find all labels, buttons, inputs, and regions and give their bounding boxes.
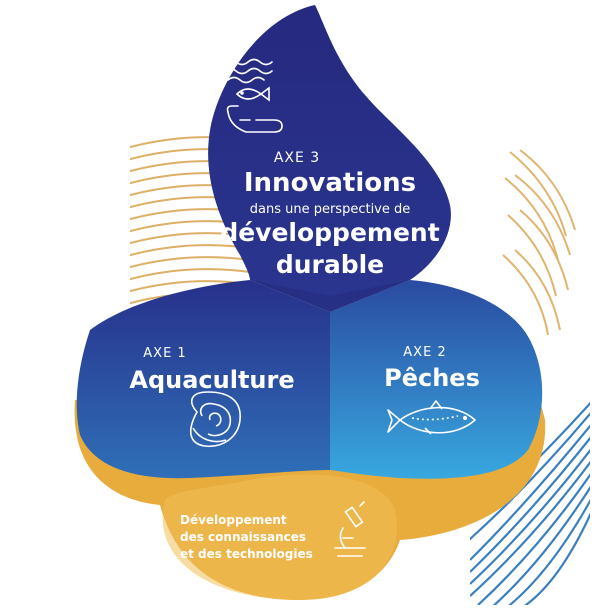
- base-text-line-1: Développement: [180, 513, 287, 527]
- axe1-segment: [76, 280, 330, 479]
- axe3-subtitle: dans une perspective de: [249, 202, 411, 217]
- axe3-shadow-facet: [250, 280, 410, 312]
- base-text-line-3: et des technologies: [180, 547, 313, 561]
- axe3-segment: [208, 5, 451, 312]
- axe1-label: AXE 1: [143, 346, 187, 361]
- axe2-title: Pêches: [384, 364, 480, 392]
- axe3-title-line2: développement: [220, 218, 440, 247]
- gold-stripes-right: [502, 149, 576, 336]
- base-knowledge-text: Développement des connaissances et des t…: [180, 512, 340, 563]
- microscope-icon: [334, 501, 366, 557]
- base-text-line-2: des connaissances: [180, 530, 307, 544]
- axe3-title-line3: durable: [275, 250, 385, 279]
- axe3-title: Innovations: [243, 168, 417, 198]
- blue-stripes-decoration: [470, 401, 590, 605]
- fish-in-hand-waves-icon: [223, 58, 283, 133]
- axe1-title: Aquaculture: [129, 366, 295, 394]
- axe2-segment: [330, 280, 543, 479]
- axe3-label: AXE 3: [273, 150, 321, 166]
- oyster-icon: [189, 391, 241, 447]
- fish-icon: [387, 400, 476, 435]
- axe2-label: AXE 2: [403, 345, 447, 360]
